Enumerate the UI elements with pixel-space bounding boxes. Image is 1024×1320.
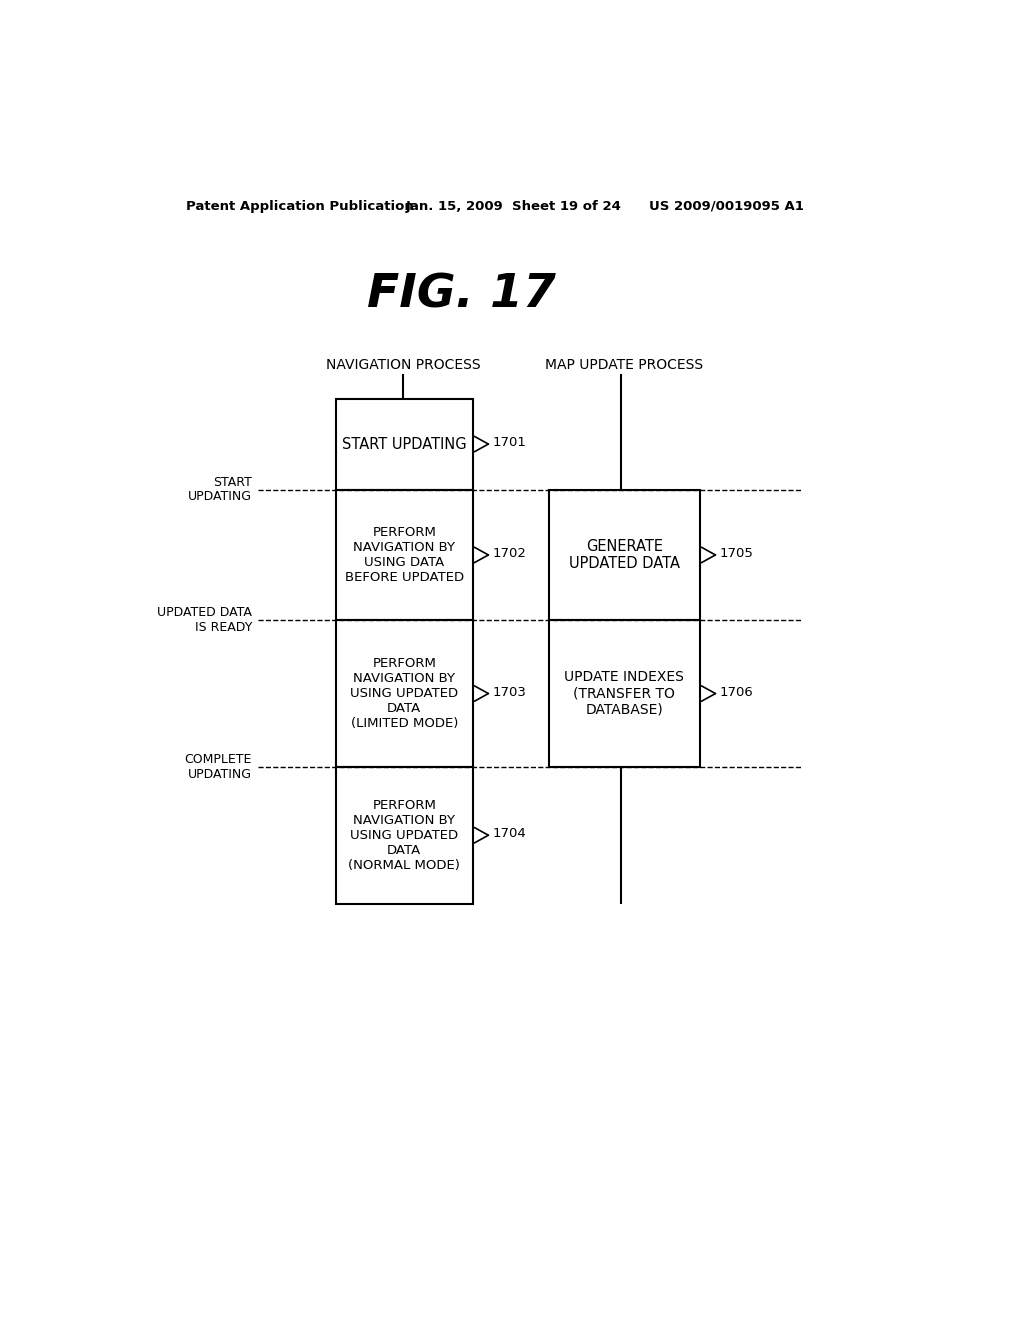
Bar — [549, 620, 700, 767]
Text: UPDATED DATA
IS READY: UPDATED DATA IS READY — [157, 606, 252, 635]
Bar — [336, 767, 473, 904]
Text: START
UPDATING: START UPDATING — [188, 475, 252, 503]
Text: MAP UPDATE PROCESS: MAP UPDATE PROCESS — [545, 358, 703, 372]
Text: 1705: 1705 — [719, 546, 754, 560]
Text: 1701: 1701 — [493, 436, 526, 449]
Text: Patent Application Publication: Patent Application Publication — [186, 199, 414, 213]
Text: 1702: 1702 — [493, 546, 526, 560]
Text: PERFORM
NAVIGATION BY
USING UPDATED
DATA
(LIMITED MODE): PERFORM NAVIGATION BY USING UPDATED DATA… — [350, 657, 459, 730]
Bar — [336, 399, 473, 490]
Text: GENERATE
UPDATED DATA: GENERATE UPDATED DATA — [569, 539, 680, 572]
Text: US 2009/0019095 A1: US 2009/0019095 A1 — [649, 199, 804, 213]
Text: NAVIGATION PROCESS: NAVIGATION PROCESS — [326, 358, 480, 372]
Text: PERFORM
NAVIGATION BY
USING DATA
BEFORE UPDATED: PERFORM NAVIGATION BY USING DATA BEFORE … — [345, 525, 464, 583]
Text: 1706: 1706 — [719, 685, 753, 698]
Text: 1704: 1704 — [493, 828, 526, 841]
Text: Jan. 15, 2009  Sheet 19 of 24: Jan. 15, 2009 Sheet 19 of 24 — [406, 199, 622, 213]
Text: FIG. 17: FIG. 17 — [367, 273, 556, 318]
Bar — [336, 490, 473, 620]
Bar — [336, 620, 473, 767]
Bar — [549, 490, 700, 620]
Text: 1703: 1703 — [493, 685, 526, 698]
Text: COMPLETE
UPDATING: COMPLETE UPDATING — [184, 752, 252, 780]
Text: START UPDATING: START UPDATING — [342, 437, 467, 451]
Text: UPDATE INDEXES
(TRANSFER TO
DATABASE): UPDATE INDEXES (TRANSFER TO DATABASE) — [564, 671, 684, 717]
Text: PERFORM
NAVIGATION BY
USING UPDATED
DATA
(NORMAL MODE): PERFORM NAVIGATION BY USING UPDATED DATA… — [348, 799, 460, 871]
